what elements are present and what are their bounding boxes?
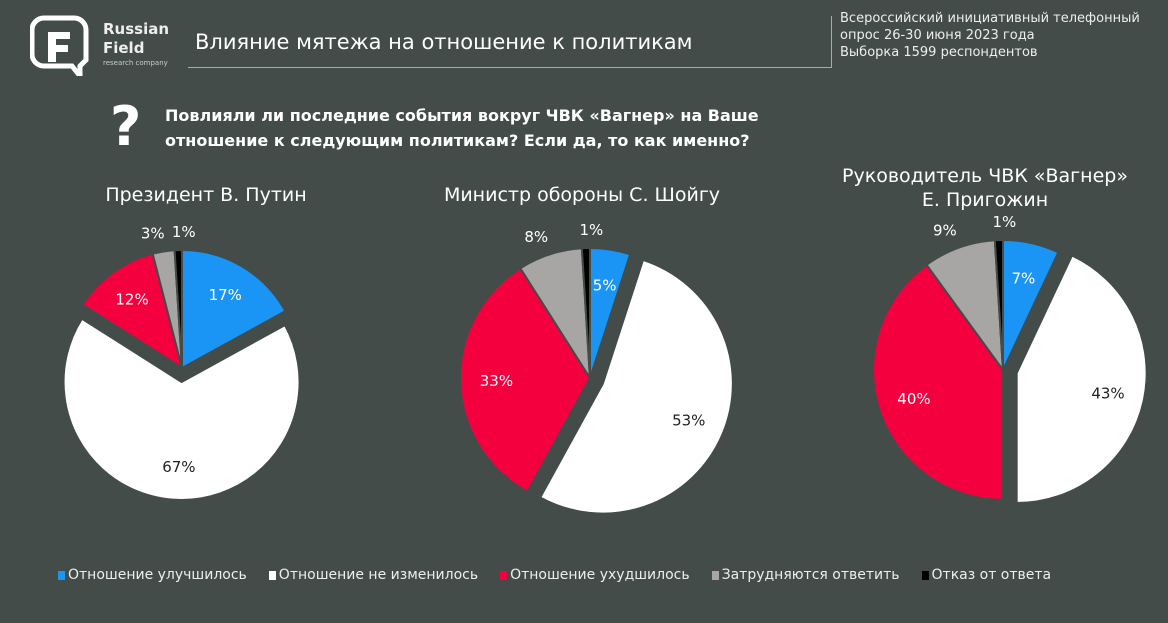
data-label: 53%	[672, 412, 705, 430]
survey-meta: Всероссийский инициативный телефонный опр…	[840, 11, 1140, 60]
legend-label: Затрудняются ответить	[721, 567, 900, 583]
pie-slice	[181, 248, 287, 370]
brand-name: Russian Field research company	[103, 20, 170, 67]
pie-slice	[62, 317, 301, 501]
legend: Отношение улучшилось Отношение не изменил…	[58, 567, 1051, 583]
chart-title-putin: Президент В. Путин	[105, 184, 307, 206]
page-title: Влияние мятежа на отношение к политикам	[195, 30, 693, 54]
chart-title-prigozhin: Руководитель ЧВК «Вагнер» Е. Пригожин	[842, 165, 1128, 211]
russian-field-logo	[30, 15, 89, 76]
legend-swatch	[58, 570, 65, 580]
data-label: 3%	[141, 225, 165, 243]
data-label: 5%	[593, 277, 617, 295]
data-label: 12%	[115, 290, 148, 308]
data-label: 7%	[1012, 270, 1036, 288]
legend-swatch	[921, 570, 929, 580]
legend-item: Затрудняются ответить	[711, 567, 900, 583]
legend-label: Отношение улучшилось	[68, 567, 247, 583]
data-label: 33%	[480, 372, 513, 390]
legend-swatch	[711, 570, 719, 580]
data-label: 1%	[172, 223, 196, 241]
divider	[188, 67, 832, 68]
legend-label: Отношение ухудшилось	[510, 567, 690, 583]
data-label: 9%	[933, 222, 957, 240]
question-mark-icon: ?	[110, 95, 142, 158]
data-label: 17%	[209, 286, 242, 304]
data-label: 1%	[579, 221, 603, 239]
pie-slice	[173, 248, 183, 369]
legend-swatch	[268, 570, 276, 580]
data-label: 40%	[897, 390, 930, 408]
pie-slice	[872, 263, 1004, 502]
legend-item: Отношение не изменилось	[268, 567, 479, 583]
pie-slice	[459, 266, 592, 494]
data-label: 67%	[162, 458, 195, 476]
pie-slice	[1015, 254, 1148, 505]
question-text: Повлияли ли последние события вокруг ЧВК…	[165, 106, 759, 150]
legend-item: Отношение ухудшилось	[500, 567, 690, 583]
legend-item: Отношение улучшилось	[58, 567, 247, 583]
pie-slice	[993, 238, 1004, 371]
data-label: 43%	[1091, 384, 1124, 402]
pie-slice	[580, 246, 591, 379]
legend-item: Отказ от ответа	[921, 567, 1052, 583]
legend-label: Отношение не изменилось	[278, 567, 479, 583]
data-label: 8%	[524, 228, 548, 246]
divider	[831, 16, 832, 68]
pie-slice	[538, 258, 734, 515]
legend-label: Отказ от ответа	[931, 567, 1052, 583]
chart-title-shoigu: Министр обороны С. Шойгу	[443, 184, 721, 206]
legend-swatch	[500, 570, 508, 580]
data-label: 1%	[992, 213, 1016, 231]
pie-slice	[80, 252, 184, 371]
